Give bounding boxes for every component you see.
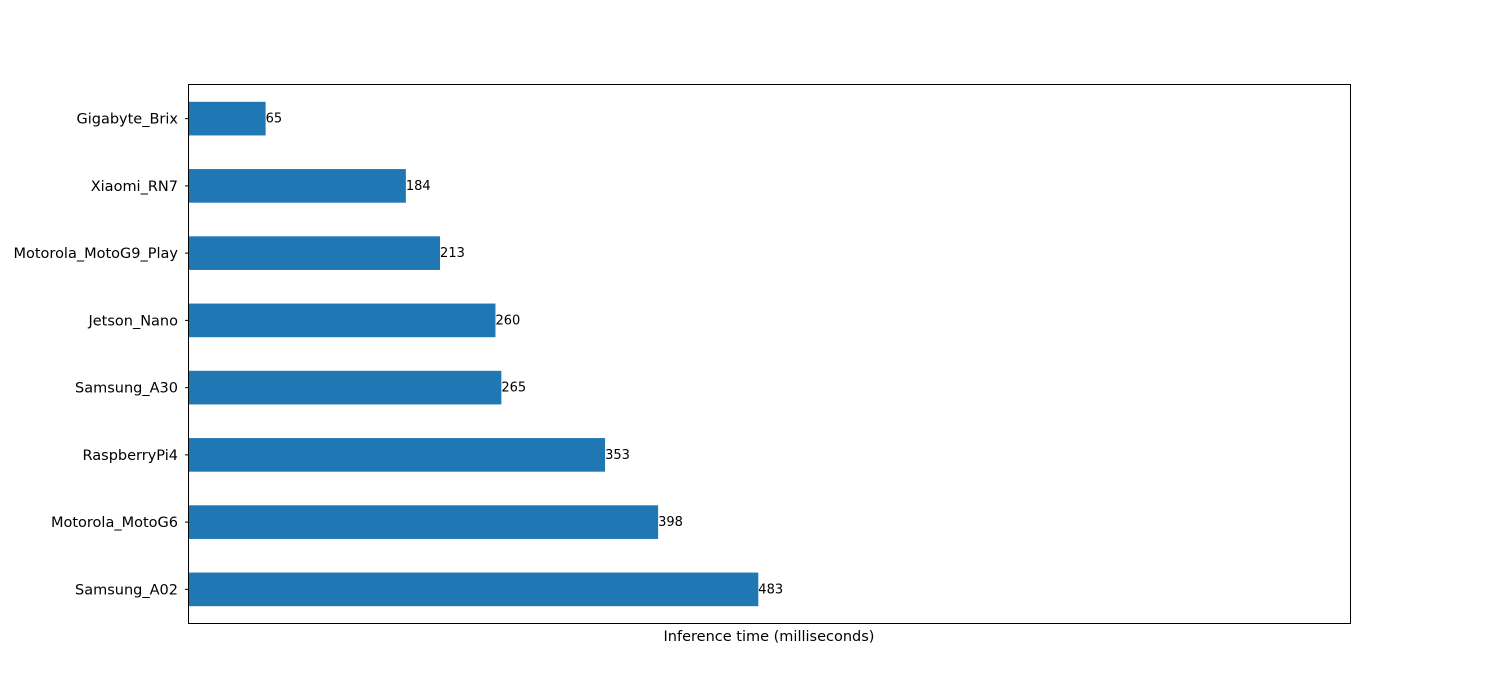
bar-gigabyte-brix <box>189 101 266 136</box>
bar-xiaomi-rn7 <box>189 169 406 203</box>
y-tick-label-samsung-a02: Samsung_A02 <box>75 582 178 598</box>
data-label-samsung-a02: 483 <box>758 582 783 597</box>
bar-motorola-motog6 <box>189 505 659 539</box>
y-tick-label-raspberrypi4: RaspberryPi4 <box>83 448 178 464</box>
data-label-gigabyte-brix: 65 <box>266 112 283 127</box>
x-axis-label: Inference time (milliseconds) <box>664 629 875 645</box>
plot-area-background <box>188 84 1351 624</box>
data-label-jetson-nano: 260 <box>495 313 520 328</box>
y-tick-label-jetson-nano: Jetson_Nano <box>87 313 178 329</box>
y-tick-label-gigabyte-brix: Gigabyte_Brix <box>76 112 178 128</box>
data-label-motorola-motog6: 398 <box>658 515 683 530</box>
plot-frame <box>188 84 1351 624</box>
bar-raspberrypi4 <box>189 438 606 472</box>
bar-samsung-a02 <box>189 572 759 607</box>
y-tick-label-motorola-motog9-play: Motorola_MotoG9_Play <box>13 246 178 262</box>
data-label-samsung-a30: 265 <box>501 381 526 396</box>
y-tick-label-xiaomi-rn7: Xiaomi_RN7 <box>91 179 178 195</box>
data-label-motorola-motog9-play: 213 <box>440 246 465 261</box>
labels-layer: Gigabyte_Brix 65 Xiaomi_RN7 184 Motorola_Mot… <box>13 112 783 599</box>
data-label-xiaomi-rn7: 184 <box>406 179 431 194</box>
y-tick-label-motorola-motog6: Motorola_MotoG6 <box>51 515 178 531</box>
y-tick-label-samsung-a30: Samsung_A30 <box>75 381 178 397</box>
data-label-raspberrypi4: 353 <box>605 448 630 463</box>
bars-layer <box>189 101 759 607</box>
bar-samsung-a30 <box>189 370 502 405</box>
bar-jetson-nano <box>189 303 496 338</box>
bar-motorola-motog9-play <box>189 236 441 270</box>
